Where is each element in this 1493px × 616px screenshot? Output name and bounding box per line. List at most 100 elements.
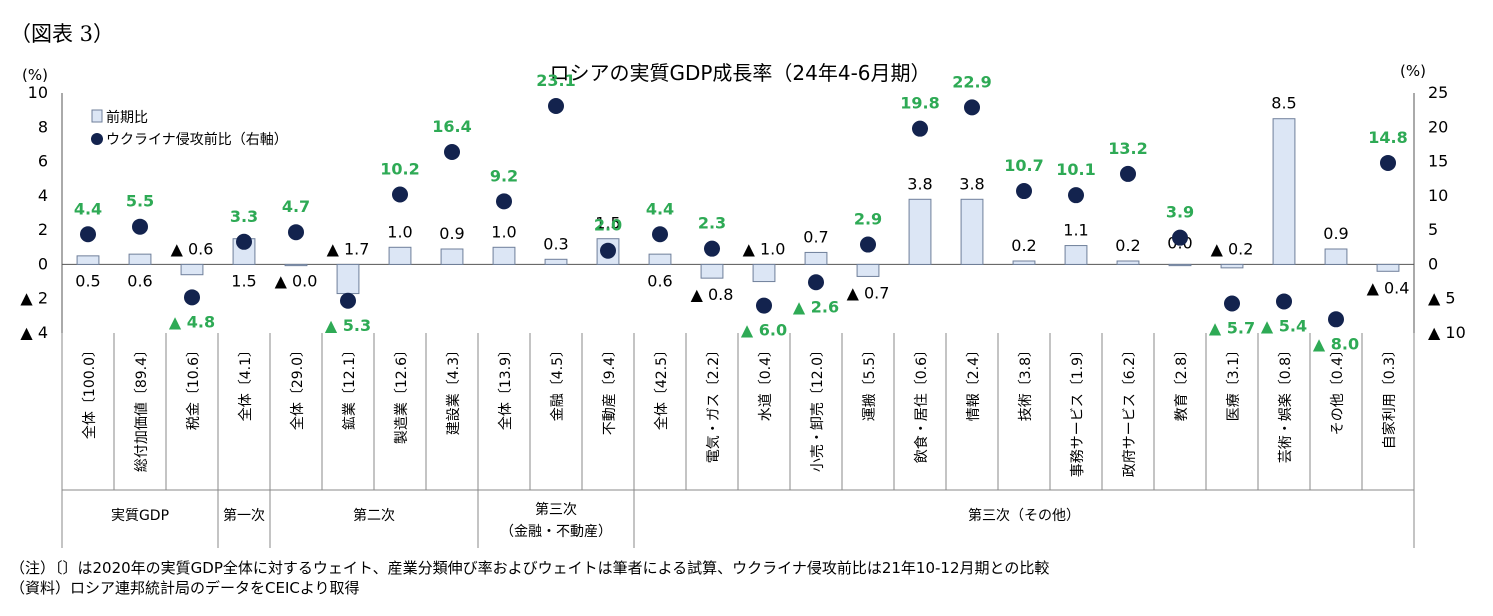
group-labels: 実質GDP 第一次 第二次 第三次 （金融・不動産） 第三次（その他） [111,501,1080,540]
legend-bar-swatch [91,109,103,123]
bar [1012,260,1036,265]
bar [76,255,100,265]
legend-dot-swatch [91,133,103,145]
bar [1064,245,1088,265]
dot [1016,183,1032,200]
group-label: 第三次 [535,501,577,518]
bar-value-label: 1.0 [491,222,516,241]
dot [1120,165,1136,182]
dot-value-label: 10.2 [380,159,419,178]
bar-value-label: 0.7 [803,227,828,246]
category-label: 全体〔42.5〕 [653,343,670,430]
right-tick-label: 25 [1428,83,1448,102]
bar-value-label: 0.9 [1323,224,1348,243]
dot-value-label: 10.7 [1004,156,1043,175]
dot-value-label: 4.7 [282,197,310,216]
dot [704,240,720,257]
bar-value-label: 0.3 [543,234,568,253]
note-text: （注）〔〕は2020年の実質GDP全体に対するウェイト、産業分類伸び率およびウェ… [10,559,1050,577]
legend-dot-label: ウクライナ侵攻前比（右軸） [106,131,288,148]
category-label: 水道〔0.4〕 [758,343,774,421]
dot-value-label: ▲ 8.0 [1313,334,1359,353]
dot-value-label: 5.5 [126,192,154,211]
bar-value-label: 1.5 [231,271,256,290]
left-tick-label: 4 [38,186,48,205]
bar-value-label: ▲ 0.0 [275,271,318,290]
bar [440,248,464,265]
bar [960,198,984,265]
category-label: 芸術・娯楽〔0.8〕 [1278,343,1294,463]
category-label: 全体〔13.9〕 [497,343,514,430]
bar [1272,118,1296,265]
dot-value-label: 10.1 [1056,160,1095,179]
right-tick-label: 5 [1428,220,1438,239]
right-tick-label: ▲ 5 [1428,289,1456,308]
dot-value-label: ▲ 5.3 [325,316,371,335]
category-label: その他〔0.4〕 [1330,343,1346,435]
dot [964,99,980,116]
bar-value-label: 1.1 [1063,221,1088,240]
bar-value-label: 1.0 [387,222,412,241]
dot-value-label: 3.3 [230,207,258,226]
dot [912,120,928,137]
dot-value-label: 23.1 [536,71,575,90]
bar-value-label: 0.6 [647,271,672,290]
bar [700,263,724,279]
dot [548,98,564,115]
right-tick-label: 15 [1428,152,1448,171]
dot [340,292,356,309]
bar [804,251,828,265]
dot [1172,229,1188,246]
dot-value-label: ▲ 2.6 [793,297,839,316]
dot-value-label: 9.2 [490,166,518,185]
dot [1068,187,1084,204]
bar-value-label: 3.8 [959,174,984,193]
left-tick-label: 10 [28,83,48,102]
left-tick-label: 0 [38,254,48,273]
dot [1380,154,1396,171]
bar-value-label: 0.9 [439,224,464,243]
dot-value-label: 19.8 [900,94,939,113]
dot-value-label: 4.4 [646,199,674,218]
category-label: 情報〔2.4〕 [966,343,982,421]
category-label: 総付加価値〔89.4〕 [134,343,150,472]
group-label: 実質GDP [111,508,169,524]
right-axis-unit: (%) [1400,62,1426,80]
dot [756,297,772,314]
category-label: 税金〔10.6〕 [186,343,202,430]
bar-value-label: 8.5 [1271,94,1296,113]
category-label: 金融〔4.5〕 [550,343,566,421]
category-label: 電気・ガス〔2.2〕 [706,343,722,463]
bar [180,263,204,276]
bar-value-label: ▲ 0.6 [171,239,214,258]
dot-value-label: 2.9 [854,210,882,229]
category-labels: 全体〔100.0〕 総付加価値〔89.4〕 税金〔10.6〕 全体〔4.1〕 全体〔29… [81,343,1398,477]
bar-value-label: ▲ 0.8 [691,285,734,304]
dot-value-label: 2.3 [698,214,726,233]
bar-value-label: ▲ 0.4 [1367,278,1410,297]
category-label: 小売・卸売〔12.0〕 [810,343,826,472]
dot [288,224,304,241]
category-label: 鉱業〔12.1〕 [341,343,358,430]
bar-series [76,118,1400,295]
dot-value-label: 3.9 [1166,203,1194,222]
category-label: 教育〔2.8〕 [1174,343,1190,421]
right-tick-label: ▲ 10 [1428,323,1466,342]
category-label: 医療〔3.1〕 [1225,343,1242,421]
bar [544,258,568,265]
dot [860,236,876,253]
dot [652,226,668,243]
left-tick-label: ▲ 2 [20,289,48,308]
category-label: 飲食・居住〔0.6〕 [913,343,930,463]
dot [444,143,460,160]
dot [184,289,200,306]
group-label: 第二次 [353,507,395,524]
bar [752,263,776,283]
bar [1376,263,1400,272]
right-tick-label: 10 [1428,186,1448,205]
category-label: 政府サービス〔6.2〕 [1122,343,1138,477]
dot [600,242,616,259]
dot [1276,293,1292,310]
category-label: 製造業〔12.6〕 [394,343,410,444]
